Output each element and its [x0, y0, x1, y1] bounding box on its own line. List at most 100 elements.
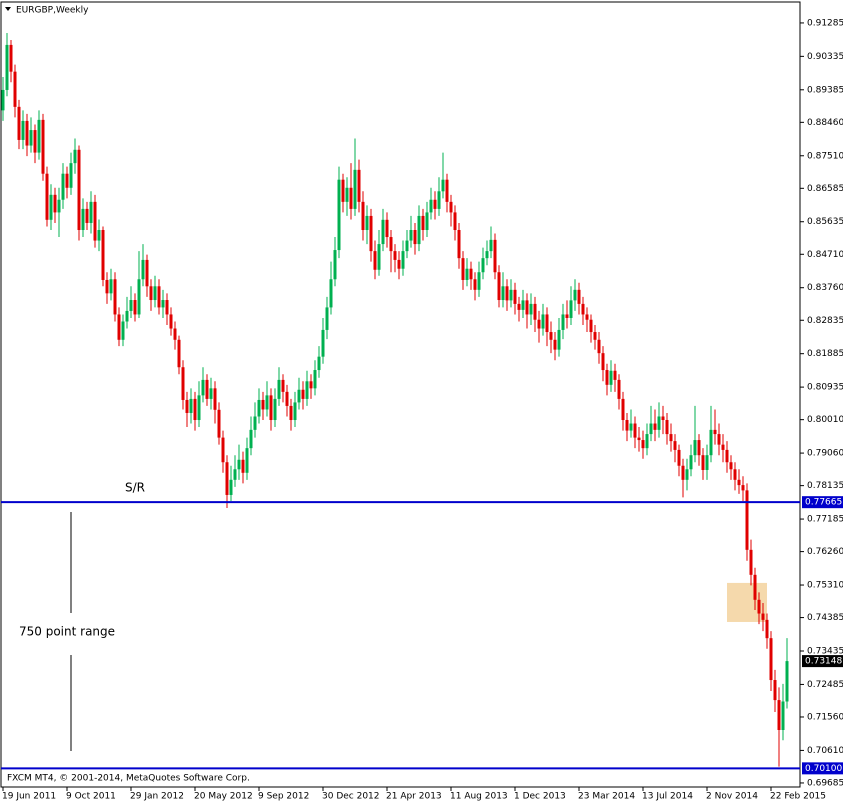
y-tick-label: 0.75310 [807, 581, 843, 591]
candle-body [157, 286, 161, 308]
candle-body [373, 251, 377, 270]
candle-body [305, 381, 309, 399]
candle-body [149, 286, 153, 301]
candle-body [429, 199, 433, 213]
candle-body [569, 300, 573, 318]
candle-body [717, 434, 721, 445]
candle-body [593, 332, 597, 340]
candle-body [613, 370, 617, 380]
candle-body [241, 459, 245, 473]
x-tick-label: 1 Dec 2013 [514, 792, 566, 802]
candle-body [721, 444, 725, 450]
candle-body [353, 169, 357, 209]
candle-body [37, 119, 41, 153]
candle-body [781, 701, 785, 730]
candle-body [741, 485, 745, 491]
candle-body [501, 286, 505, 301]
candle-body [709, 429, 713, 456]
candle-body [605, 370, 609, 385]
candle-body [261, 399, 265, 410]
candle-body [41, 119, 45, 174]
candle-body [529, 303, 533, 315]
x-tick-label: 23 Mar 2014 [578, 792, 635, 802]
y-tick-label: 0.87510 [807, 151, 843, 161]
candle-body [153, 286, 157, 301]
candle-body [89, 201, 93, 223]
candle-body [657, 416, 661, 430]
candle-body [229, 479, 233, 495]
candle-body [753, 574, 757, 600]
candle-body [517, 303, 521, 310]
candle-body [457, 230, 461, 259]
price-tag [802, 496, 843, 509]
candle-body [493, 239, 497, 273]
candle-body [585, 314, 589, 320]
candle-body [677, 449, 681, 466]
y-tick-label: 0.73435 [807, 647, 843, 657]
candle-body [357, 169, 361, 202]
candle-body [69, 163, 73, 188]
candle-body [145, 259, 149, 287]
candle-body [453, 212, 457, 231]
candle-body [413, 230, 417, 245]
candle-body [573, 289, 577, 301]
candle-body [1, 89, 5, 111]
candle-body [45, 173, 49, 220]
candle-body [85, 208, 89, 223]
candle-body [749, 549, 753, 575]
candle-body [369, 215, 373, 252]
y-tick-label: 0.74385 [807, 613, 843, 623]
candle-body [597, 339, 601, 354]
price-tag-label: 0.70100 [805, 764, 842, 774]
x-tick-label: 19 Jun 2011 [2, 792, 56, 802]
candle-body [285, 391, 289, 406]
candle-body [705, 455, 709, 470]
menu-triangle[interactable] [5, 7, 11, 11]
candle-body [469, 268, 473, 280]
candle-body [269, 395, 273, 421]
candle-body [549, 332, 553, 340]
current-price-tag [802, 655, 843, 668]
candle-body [445, 179, 449, 202]
x-tick-label: 22 Feb 2015 [770, 792, 826, 802]
candle-body [565, 314, 569, 318]
candle-body [513, 289, 517, 304]
y-tick-label: 0.81885 [807, 349, 843, 359]
candle-body [637, 437, 641, 441]
candle-body [61, 173, 65, 200]
candle-body [217, 409, 221, 438]
candle-body [249, 429, 253, 449]
y-tick-label: 0.88460 [807, 118, 843, 128]
candle-body [617, 379, 621, 399]
x-tick-label: 9 Sep 2012 [258, 792, 309, 802]
y-tick-label: 0.80010 [807, 415, 843, 425]
candle-body [325, 307, 329, 330]
candle-body [77, 149, 81, 231]
candle-body [649, 423, 653, 435]
candle-body [121, 321, 125, 340]
highlight-zone [727, 582, 767, 622]
candle-body [321, 329, 325, 357]
candle-body [265, 395, 269, 410]
candle-body [661, 416, 665, 421]
candle-body [533, 303, 537, 320]
y-tick-label: 0.79060 [807, 449, 843, 459]
candle-body [225, 462, 229, 495]
x-tick-label: 20 May 2012 [194, 792, 253, 802]
y-tick-label: 0.70610 [807, 746, 843, 756]
axis-layer: 0.91285 0.90335 0.89385 0.88460 0.87510 0.865… [2, 18, 843, 801]
candle-body [761, 613, 765, 620]
candle-body [625, 420, 629, 431]
zone-layer [727, 582, 767, 622]
candle-body [133, 300, 137, 315]
candle-body [297, 389, 301, 403]
candle-body [485, 251, 489, 259]
line-label: S/R [125, 481, 145, 495]
x-tick-label: 29 Jan 2012 [130, 792, 184, 802]
candle-body [169, 314, 173, 329]
candle-body [489, 239, 493, 252]
candle-body [273, 398, 277, 421]
candle-body [213, 388, 217, 410]
candle-body [601, 353, 605, 371]
candle-body [385, 219, 389, 238]
